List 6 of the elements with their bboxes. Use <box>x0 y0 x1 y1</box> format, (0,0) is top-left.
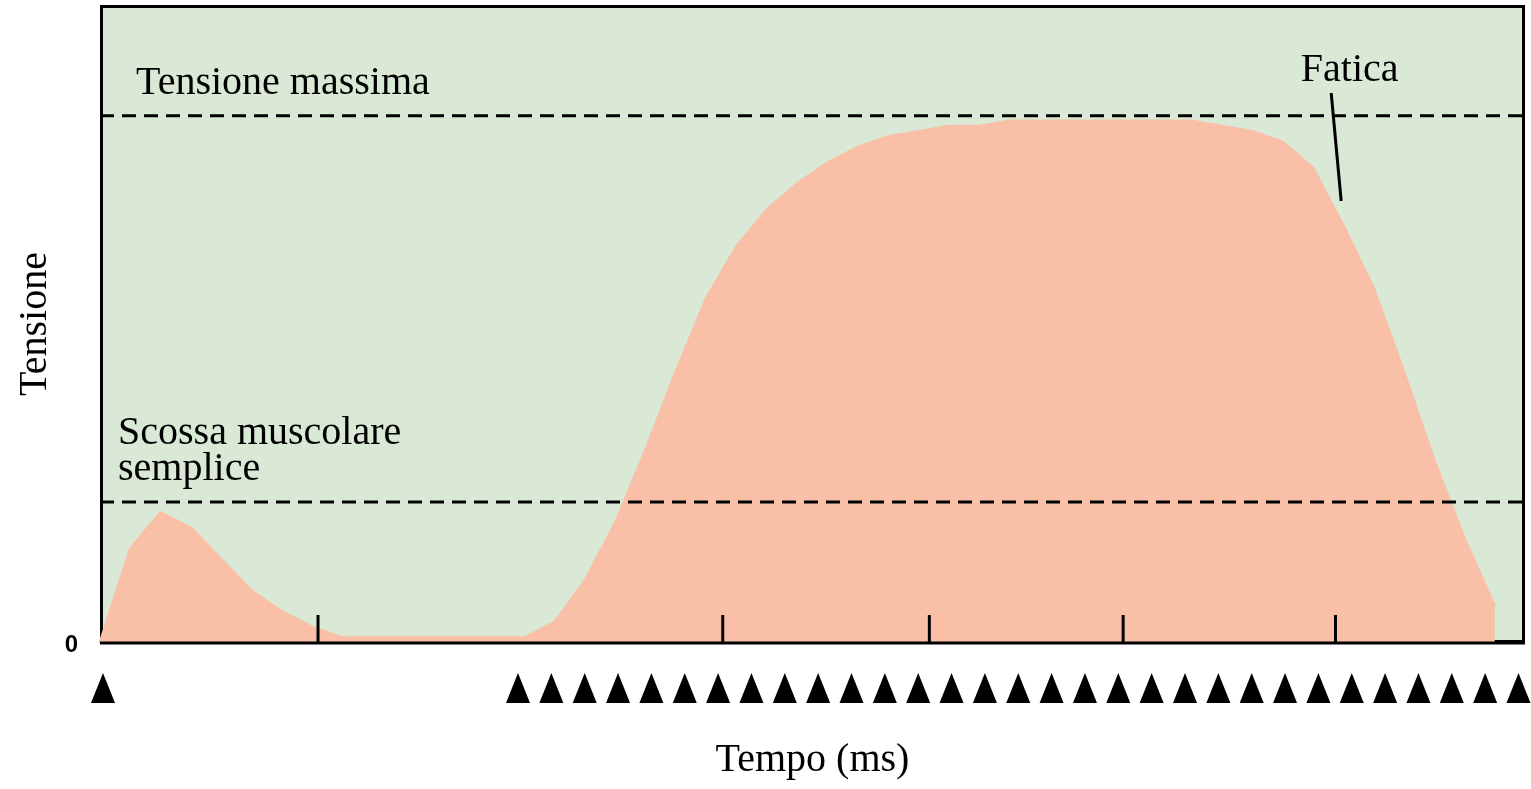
text: Fatica <box>1300 45 1399 90</box>
ref-line-label: Scossa muscolare semplice <box>118 408 402 490</box>
text: 0 <box>64 630 78 657</box>
ref-line-label: Tensione massima <box>136 57 431 103</box>
y-axis-title: Tensione <box>10 252 55 396</box>
x-axis-title: Tempo (ms) <box>715 735 910 780</box>
